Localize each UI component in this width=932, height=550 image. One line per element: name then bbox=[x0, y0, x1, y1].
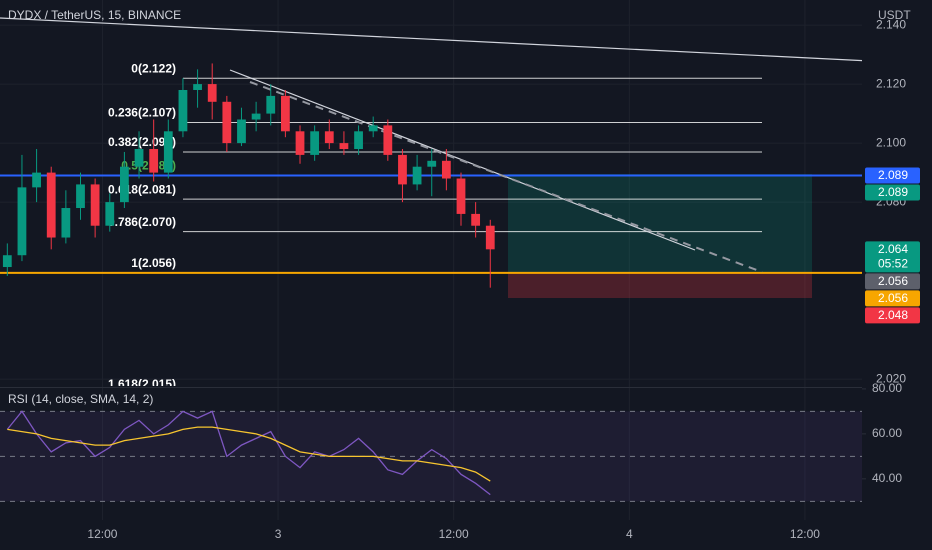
candle-body bbox=[412, 166, 422, 185]
price-label: 2.089 bbox=[878, 185, 908, 199]
candle-body bbox=[120, 166, 129, 203]
candle-body bbox=[485, 225, 495, 250]
candle-body bbox=[310, 131, 320, 155]
price-label-box bbox=[865, 167, 920, 184]
fib-label: 0.236(2.107) bbox=[108, 106, 176, 120]
rsi-title: RSI (14, close, SMA, 14, 2) bbox=[8, 392, 153, 406]
chart-title: DYDX / TetherUS, 15, BINANCE bbox=[8, 8, 181, 22]
fib-label: 0.382(2.097) bbox=[108, 135, 176, 149]
currency-label: USDT bbox=[878, 8, 911, 22]
candle-body bbox=[339, 143, 349, 150]
candle-body bbox=[280, 95, 290, 132]
candle-body bbox=[398, 154, 407, 185]
price-label-box bbox=[865, 307, 920, 324]
price-label: 2.089 bbox=[878, 168, 908, 182]
candle-body bbox=[368, 125, 378, 132]
trend-line-dashed bbox=[249, 81, 763, 273]
price-label: 2.064 bbox=[878, 242, 908, 256]
fib-label: 0.618(2.081) bbox=[108, 182, 176, 196]
grid bbox=[0, 0, 862, 520]
stop-zone bbox=[508, 273, 812, 298]
candle-body bbox=[237, 119, 246, 144]
candle-body bbox=[222, 101, 232, 144]
candles bbox=[2, 63, 495, 288]
target-zone bbox=[508, 174, 812, 273]
candle-body bbox=[163, 131, 173, 173]
y-tick-label: 2.140 bbox=[876, 17, 906, 31]
candle-body bbox=[76, 184, 85, 209]
trend-line bbox=[0, 17, 871, 62]
candle-body bbox=[2, 255, 12, 268]
countdown: 05:52 bbox=[878, 256, 908, 270]
candle-body bbox=[193, 84, 202, 90]
candle-body bbox=[324, 131, 334, 144]
fib-label: 0(2.122) bbox=[131, 61, 176, 75]
y-tick-label: 40.00 bbox=[872, 471, 902, 485]
price-label-box bbox=[865, 273, 920, 290]
axes: 12:00 3 12:00 4 12:002.0202.0802.1002.1202.1… bbox=[87, 17, 920, 541]
fib-label: 0.786(2.070) bbox=[108, 215, 176, 229]
candle-body bbox=[134, 149, 144, 167]
fib-label: 1.618(2.015) bbox=[108, 377, 176, 391]
y-tick-label: 60.00 bbox=[872, 426, 902, 440]
candle-body bbox=[471, 213, 481, 226]
price-label-box bbox=[865, 184, 920, 201]
x-tick-label: 12:00 bbox=[790, 527, 820, 541]
candle-body bbox=[105, 202, 115, 226]
candle-body bbox=[456, 178, 466, 214]
y-tick-label: 2.120 bbox=[876, 76, 906, 90]
x-tick-label: 12:00 bbox=[439, 527, 469, 541]
price-label: 2.056 bbox=[878, 291, 908, 305]
price-label-box bbox=[865, 241, 920, 273]
candle-body bbox=[46, 172, 56, 238]
candle-body bbox=[32, 172, 41, 188]
horizontal-lines bbox=[0, 174, 862, 274]
candle-body bbox=[383, 125, 393, 155]
x-tick-label: 3 bbox=[275, 527, 282, 541]
rsi-line bbox=[6, 410, 491, 496]
price-label: 2.048 bbox=[878, 308, 908, 322]
candle-body bbox=[90, 184, 100, 226]
rsi-line bbox=[7, 426, 491, 482]
candle-body bbox=[295, 131, 305, 155]
candle-body bbox=[17, 187, 27, 256]
candle-body bbox=[354, 131, 363, 150]
candle-body bbox=[178, 89, 188, 132]
candle-body bbox=[251, 113, 261, 120]
fib-label: 1(2.056) bbox=[131, 256, 176, 270]
x-tick-label: 4 bbox=[626, 527, 633, 541]
price-label-box bbox=[865, 290, 920, 307]
candle-body bbox=[207, 84, 217, 102]
price-label: 2.056 bbox=[878, 274, 908, 288]
y-tick-label: 80.00 bbox=[872, 381, 902, 395]
y-tick-label: 2.020 bbox=[876, 371, 906, 385]
candle-body bbox=[427, 160, 437, 167]
candle-body bbox=[266, 95, 276, 114]
candle-body bbox=[441, 160, 451, 179]
candle-body bbox=[61, 208, 71, 238]
x-tick-label: 12:00 bbox=[87, 527, 117, 541]
y-tick-label: 2.100 bbox=[876, 135, 906, 149]
candle-body bbox=[149, 149, 159, 173]
rsi-pane bbox=[0, 410, 862, 502]
